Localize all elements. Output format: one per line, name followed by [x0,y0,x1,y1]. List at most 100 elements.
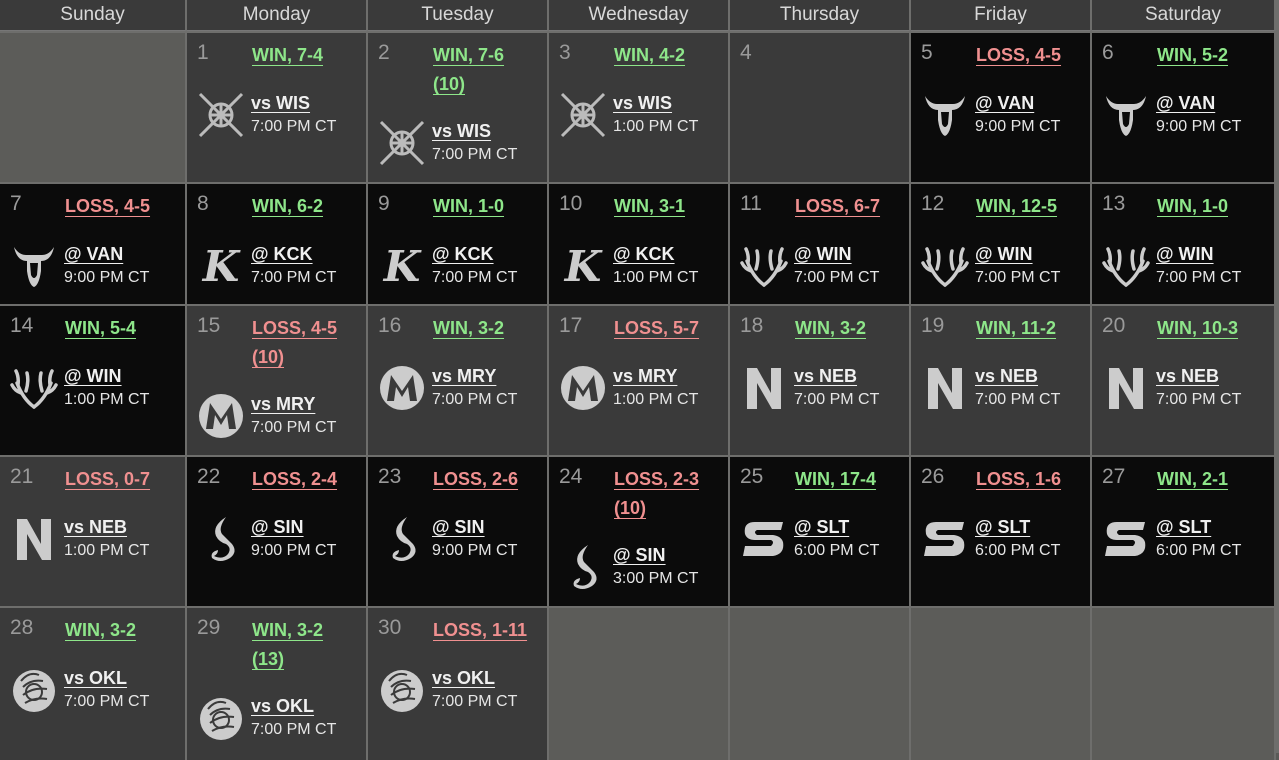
matchup-link[interactable]: vs OKL [432,668,496,688]
day-number: 2 [378,41,390,64]
calendar-empty-cell [911,608,1092,760]
matchup-link[interactable]: vs NEB [64,517,128,537]
matchup-link[interactable]: @ WIN [64,366,122,386]
letter-n-icon [8,513,60,565]
matchup-link[interactable]: @ SLT [794,517,850,537]
game-result-link[interactable]: LOSS, 4-5 (10) [252,314,364,372]
game-result-link[interactable]: WIN, 10-3 [1157,318,1239,338]
game-time: 9:00 PM CT [251,542,337,559]
game-time: 7:00 PM CT [1156,391,1242,408]
day-number: 20 [1102,314,1126,337]
matchup-link[interactable]: vs OKL [251,696,315,716]
game-result-link[interactable]: WIN, 2-1 [1157,469,1229,489]
matchup-link[interactable]: @ VAN [975,93,1035,113]
game-result-link[interactable]: WIN, 1-0 [433,196,505,216]
day-number: 12 [921,192,945,215]
game-result-link[interactable]: LOSS, 2-3 (10) [614,465,726,523]
matchup-link[interactable]: @ KCK [251,244,313,264]
game-time: 6:00 PM CT [975,542,1061,559]
game-time: 9:00 PM CT [975,118,1061,135]
matchup-link[interactable]: vs NEB [1156,366,1220,386]
day-number: 1 [197,41,209,64]
m-circle-icon [557,362,609,414]
game-result-link[interactable]: WIN, 12-5 [976,196,1058,216]
matchup-link[interactable]: @ KCK [432,244,494,264]
game-result-link[interactable]: LOSS, 2-4 [252,469,338,489]
calendar-day-10: 10 WIN, 3-1 K @ KCK 1:00 PM CT [549,184,730,304]
calendar-day-14: 14 WIN, 5-4 @ WIN 1:00 PM CT [0,306,187,455]
game-time: 1:00 PM CT [613,391,699,408]
matchup-link[interactable]: vs MRY [613,366,678,386]
day-number: 14 [10,314,34,337]
game-info: @ SLT 6:00 PM CT [919,513,1060,565]
game-result-link[interactable]: WIN, 3-2 [433,318,505,338]
matchup-link[interactable]: vs OKL [64,668,128,688]
game-time: 6:00 PM CT [794,542,880,559]
game-result-link[interactable]: LOSS, 1-11 [433,620,528,640]
game-result-link[interactable]: LOSS, 4-5 [976,45,1062,65]
m-circle-icon [195,390,247,442]
matchup-link[interactable]: @ VAN [64,244,124,264]
game-result-link[interactable]: WIN, 3-2 (13) [252,616,364,674]
day-number: 10 [559,192,583,215]
calendar-day-27: 27 WIN, 2-1 @ SLT 6:00 PM CT [1092,457,1276,606]
bull-horns-icon [8,240,60,292]
game-result-link[interactable]: WIN, 7-4 [252,45,324,65]
day-number: 7 [10,192,22,215]
matchup-link[interactable]: vs NEB [975,366,1039,386]
matchup-link[interactable]: @ SLT [975,517,1031,537]
day-number: 3 [559,41,571,64]
matchup-link[interactable]: vs NEB [794,366,858,386]
game-result-link[interactable]: LOSS, 1-6 [976,469,1062,489]
game-result-link[interactable]: WIN, 5-4 [65,318,137,338]
game-result-link[interactable]: WIN, 6-2 [252,196,324,216]
game-result-link[interactable]: LOSS, 2-6 [433,469,519,489]
matchup-link[interactable]: @ SIN [613,545,666,565]
matchup-link[interactable]: vs WIS [613,93,673,113]
game-result-link[interactable]: WIN, 7-6 (10) [433,41,545,99]
game-result-link[interactable]: LOSS, 6-7 [795,196,881,216]
game-time: 1:00 PM CT [613,118,699,135]
calendar-day-29: 29 WIN, 3-2 (13) vs OKL 7:00 PM CT [187,608,368,760]
game-info: @ SIN 9:00 PM CT [376,513,517,565]
extra-innings-label: (10) [252,347,285,367]
game-info: vs MRY 7:00 PM CT [195,390,336,442]
game-result-link[interactable]: LOSS, 5-7 [614,318,700,338]
matchup-link[interactable]: @ WIN [1156,244,1214,264]
game-result-link[interactable]: LOSS, 4-5 [65,196,151,216]
game-result-link[interactable]: WIN, 3-1 [614,196,686,216]
game-time: 7:00 PM CT [1156,269,1242,286]
game-result-link[interactable]: WIN, 1-0 [1157,196,1229,216]
game-result-link[interactable]: WIN, 5-2 [1157,45,1229,65]
day-number: 16 [378,314,402,337]
matchup-link[interactable]: vs MRY [251,394,316,414]
matchup-link[interactable]: @ WIN [975,244,1033,264]
matchup-link[interactable]: @ WIN [794,244,852,264]
game-time: 1:00 PM CT [64,542,150,559]
day-number: 28 [10,616,34,639]
matchup-link[interactable]: @ VAN [1156,93,1216,113]
game-result-link[interactable]: LOSS, 0-7 [65,469,151,489]
calendar-day-23: 23 LOSS, 2-6 @ SIN 9:00 PM CT [368,457,549,606]
game-result-link[interactable]: WIN, 11-2 [976,318,1057,338]
day-number: 27 [1102,465,1126,488]
game-info: @ WIN 7:00 PM CT [738,240,879,292]
game-result-link[interactable]: WIN, 3-2 [65,620,137,640]
matchup-link[interactable]: vs WIS [432,121,492,141]
matchup-link[interactable]: vs MRY [432,366,497,386]
matchup-link[interactable]: @ KCK [613,244,675,264]
day-number: 15 [197,314,221,337]
matchup-link[interactable]: vs WIS [251,93,311,113]
antlers-icon [919,240,971,292]
game-result-link[interactable]: WIN, 17-4 [795,469,877,489]
svg-text:K: K [202,242,241,291]
calendar-day-18: 18 WIN, 3-2 vs NEB 7:00 PM CT [730,306,911,455]
game-result-link[interactable]: WIN, 4-2 [614,45,686,65]
calendar-day-7: 7 LOSS, 4-5 @ VAN 9:00 PM CT [0,184,187,304]
game-result-link[interactable]: WIN, 3-2 [795,318,867,338]
matchup-link[interactable]: @ SIN [432,517,485,537]
matchup-link[interactable]: @ SIN [251,517,304,537]
matchup-link[interactable]: @ SLT [1156,517,1212,537]
extra-innings-label: (10) [433,74,466,94]
